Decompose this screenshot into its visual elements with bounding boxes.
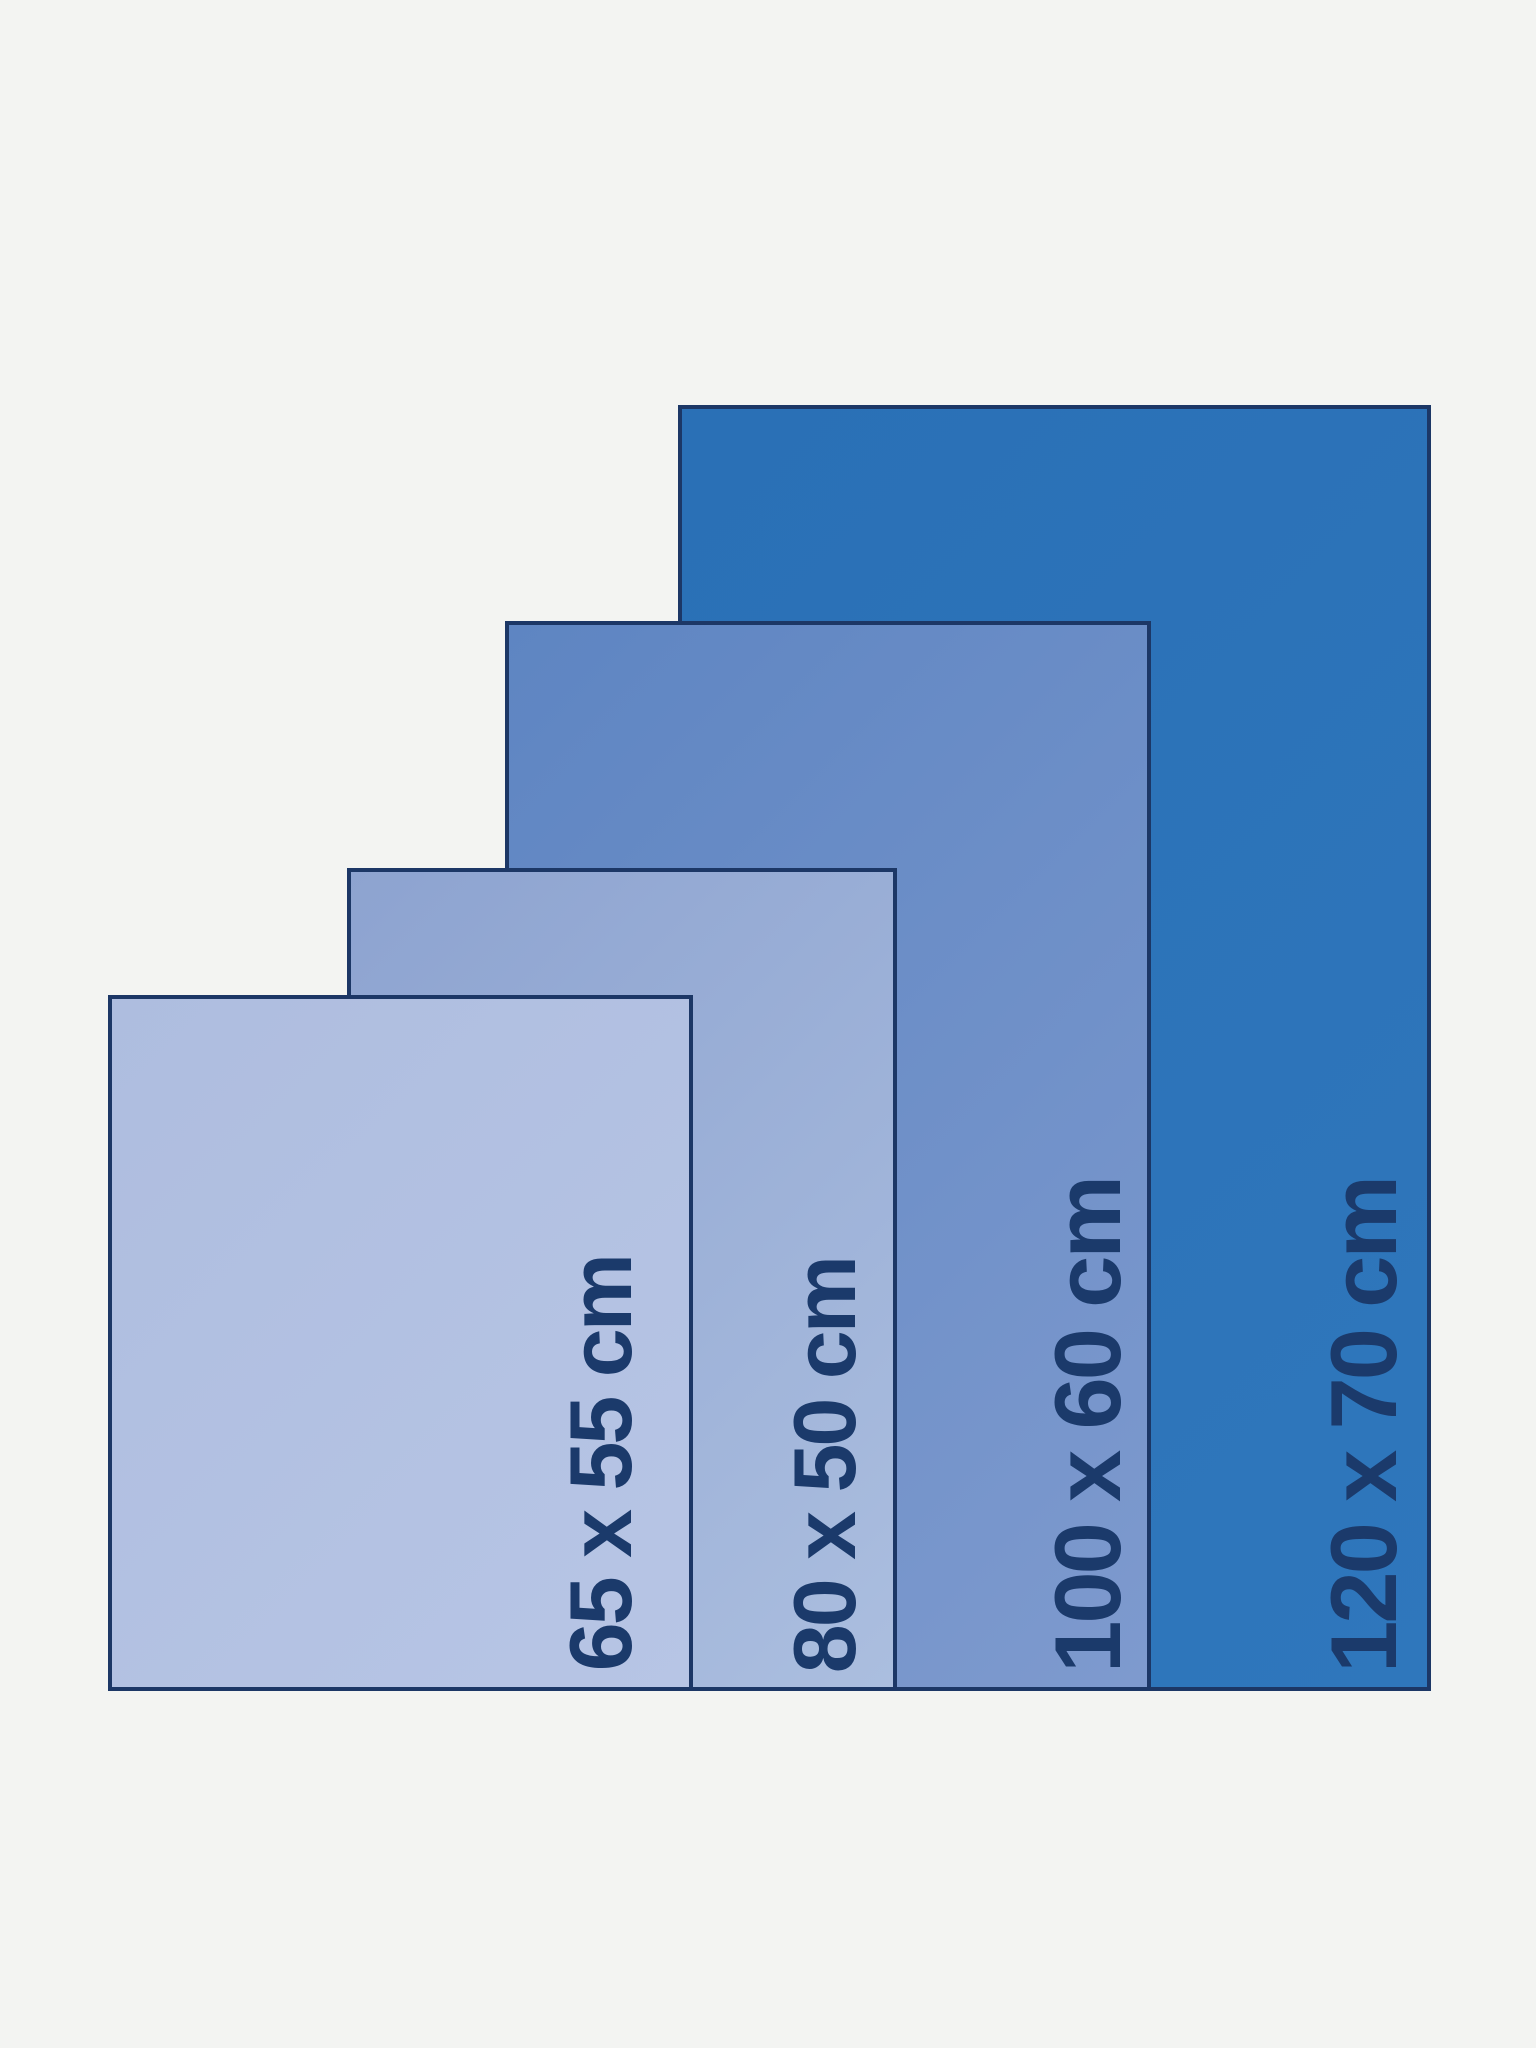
size-label-120x70: 120 x 70 cm	[1311, 1178, 1416, 1673]
size-label-65x55: 65 x 55 cm	[551, 1255, 650, 1671]
size-label-100x60: 100 x 60 cm	[1035, 1178, 1140, 1673]
size-label-80x50: 80 x 50 cm	[775, 1257, 874, 1673]
size-rect-65x55: 65 x 55 cm	[108, 995, 693, 1691]
